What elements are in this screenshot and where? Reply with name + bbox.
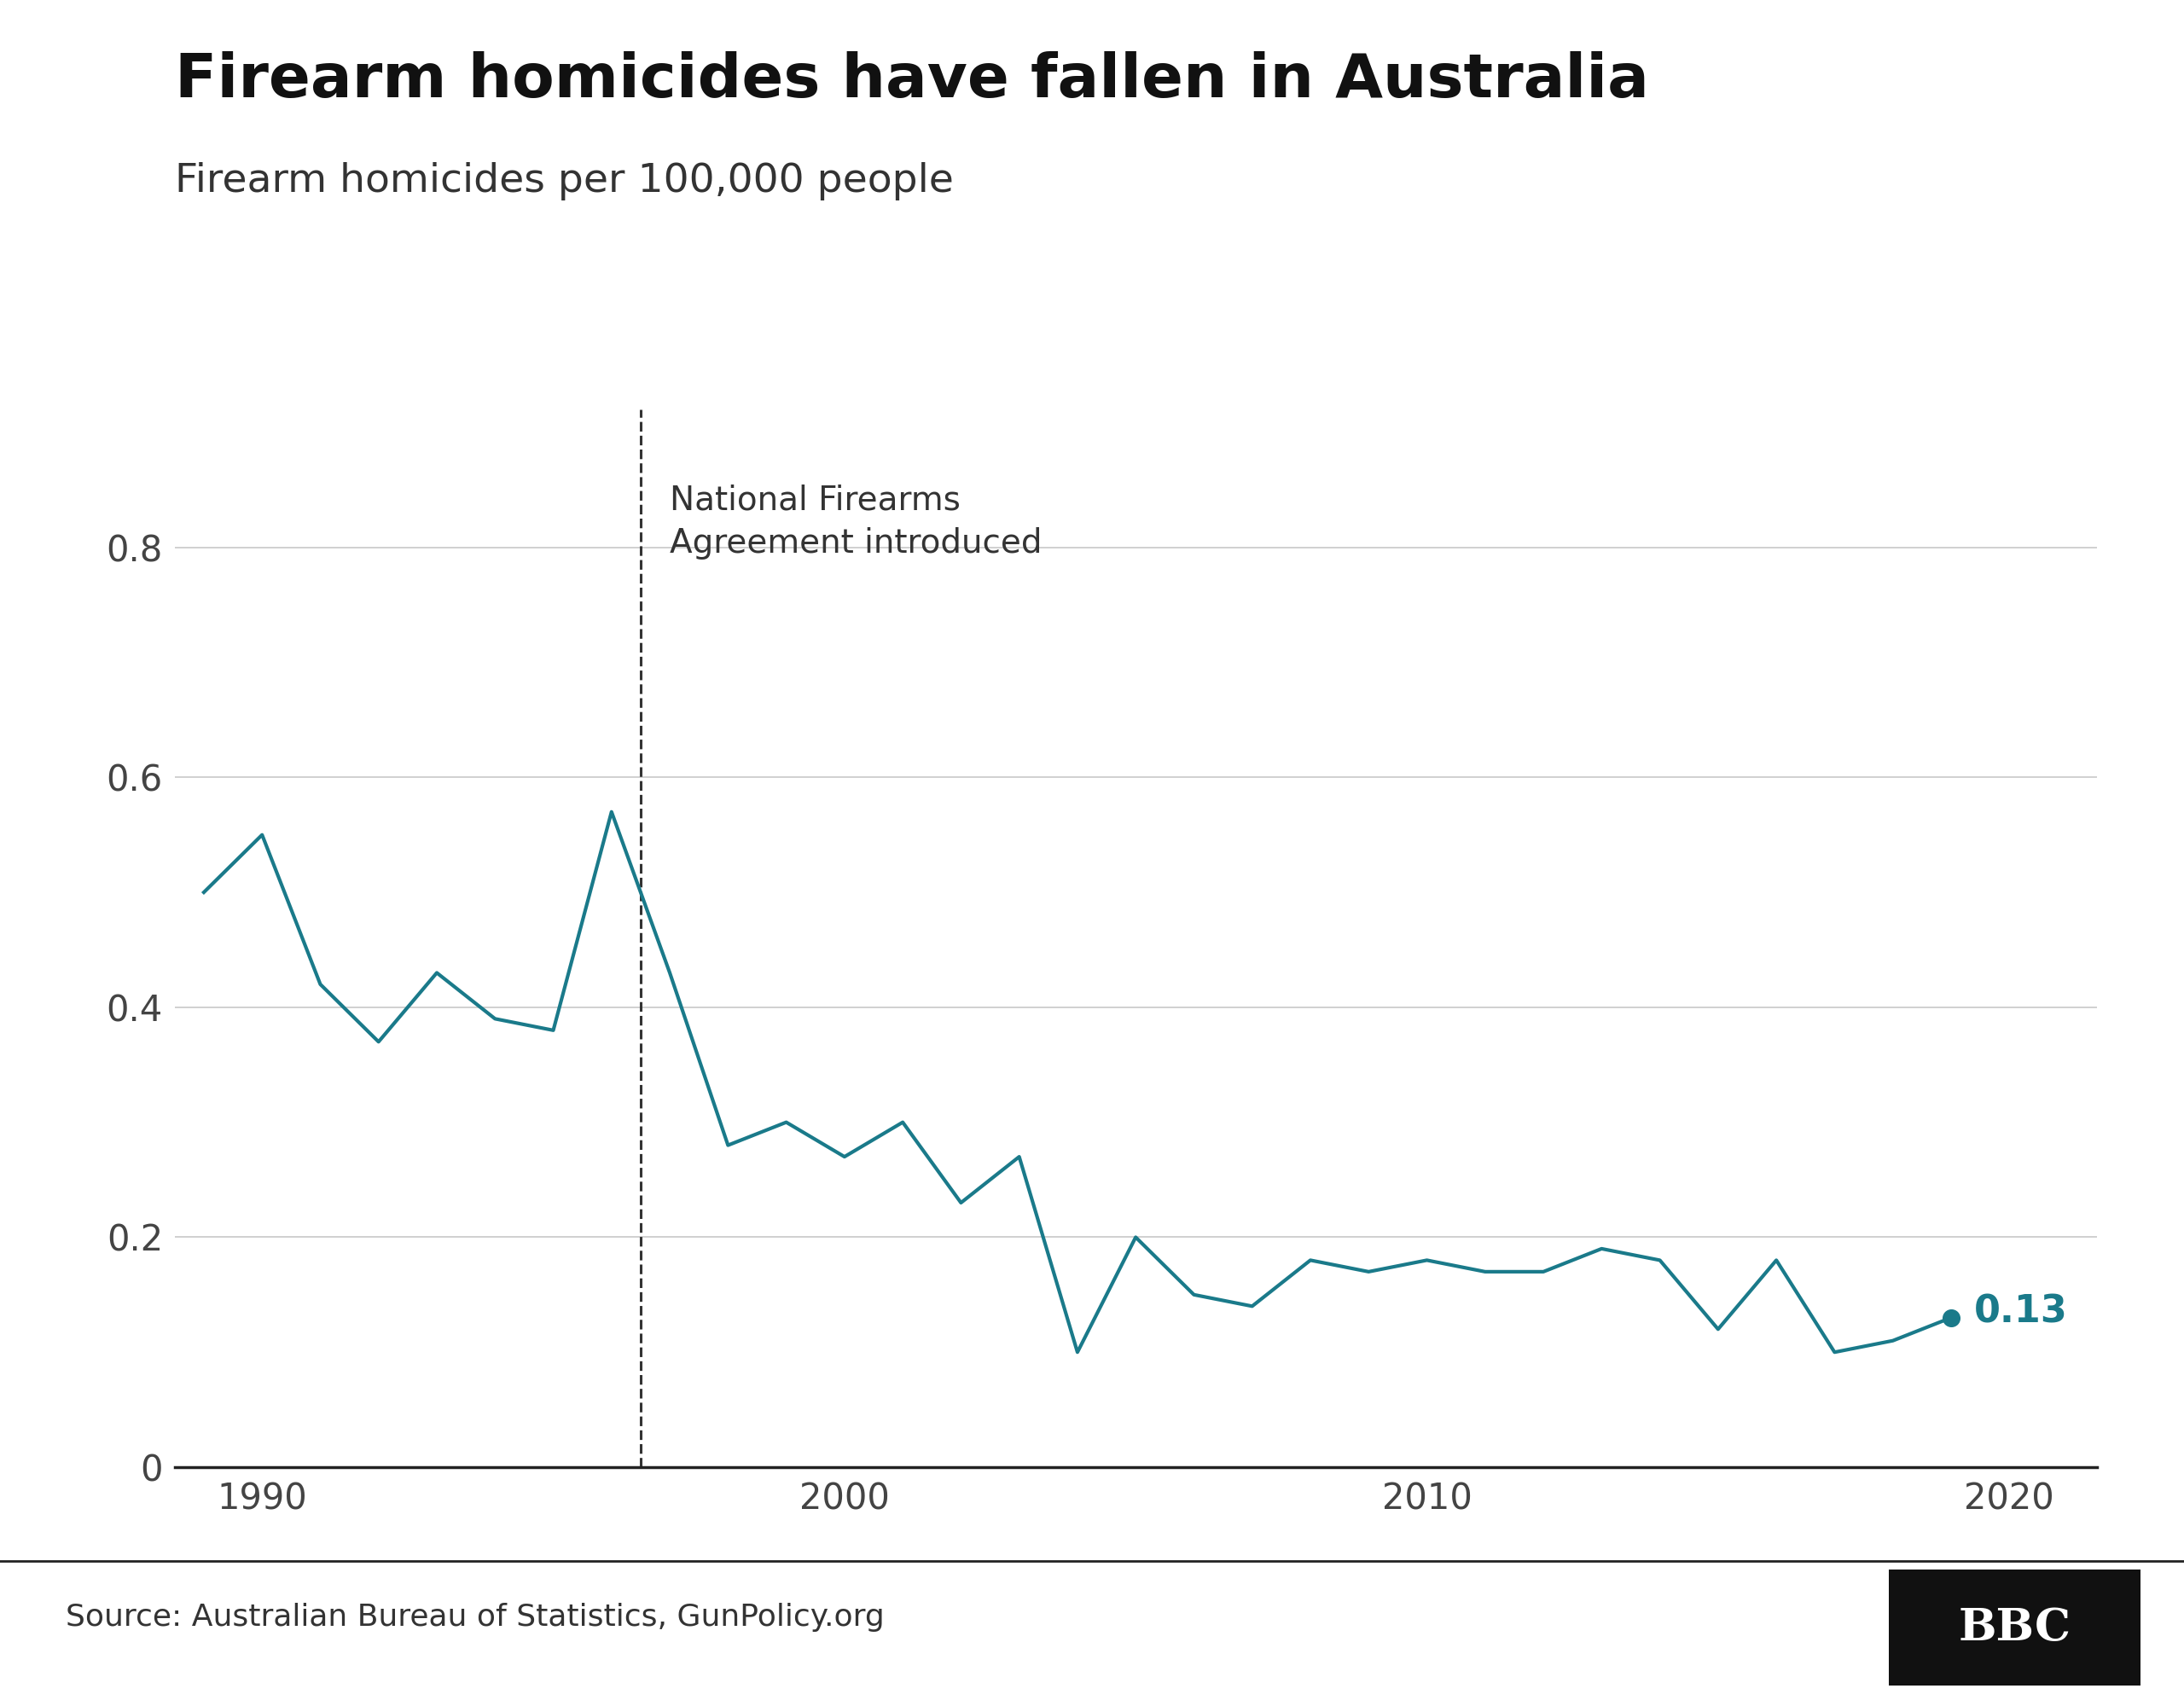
Text: Firearm homicides per 100,000 people: Firearm homicides per 100,000 people xyxy=(175,162,954,200)
Point xyxy=(1933,1303,1968,1331)
Text: 0.13: 0.13 xyxy=(1974,1293,2068,1331)
Text: Source: Australian Bureau of Statistics, GunPolicy.org: Source: Australian Bureau of Statistics,… xyxy=(66,1604,885,1631)
Text: National Firearms
Agreement introduced: National Firearms Agreement introduced xyxy=(670,485,1042,560)
Text: BBC: BBC xyxy=(1959,1605,2070,1650)
Text: Firearm homicides have fallen in Australia: Firearm homicides have fallen in Austral… xyxy=(175,51,1649,109)
